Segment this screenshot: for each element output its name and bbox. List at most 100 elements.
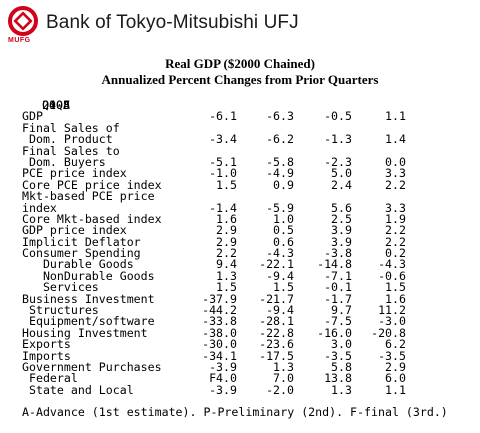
cell-value: -9.4 bbox=[266, 268, 294, 283]
table-row: Dom. Product -3.4 -6.2 -1.3 1.4 bbox=[22, 132, 478, 147]
row-label: Imports bbox=[22, 348, 71, 363]
cell-value: -22.1 bbox=[259, 257, 294, 272]
row-label: Dom. Product bbox=[22, 132, 113, 147]
cell-value: -3.4 bbox=[209, 132, 237, 147]
cell-value: -22.8 bbox=[259, 325, 294, 340]
cell-value: 1.0 bbox=[273, 211, 294, 226]
cell-value: 0.9 bbox=[273, 177, 294, 192]
cell-value: 1.5 bbox=[273, 280, 294, 295]
cell-value: 7.0 bbox=[273, 371, 294, 386]
cell-value: 1.5 bbox=[385, 280, 406, 295]
cell-value: -6.2 bbox=[266, 132, 294, 147]
cell-value: -5.1 bbox=[209, 154, 237, 169]
cell-value: -1.7 bbox=[324, 291, 352, 306]
cell-value: -23.6 bbox=[259, 337, 294, 352]
table-row: PCE price index -1.0 -4.9 5.0 3.3 bbox=[22, 166, 478, 181]
cell-value: 2.2 bbox=[216, 246, 237, 261]
row-label: Mkt-based PCE price bbox=[22, 189, 155, 204]
cell-value: 1.6 bbox=[385, 291, 406, 306]
row-label: Structures bbox=[22, 303, 99, 318]
cell-value: 2.9 bbox=[216, 234, 237, 249]
row-label: PCE price index bbox=[22, 166, 127, 181]
cell-value: -16.0 bbox=[317, 325, 352, 340]
cell-value: -7.5 bbox=[324, 314, 352, 329]
table-row: Structures -44.2 -9.4 9.7 11.2 bbox=[22, 303, 478, 318]
cell-value: -14.8 bbox=[317, 257, 352, 272]
cell-value: -4.3 bbox=[266, 246, 294, 261]
cell-value: -5.9 bbox=[266, 200, 294, 215]
cell-value: 1.6 bbox=[216, 211, 237, 226]
cell-value: 3.9 bbox=[331, 223, 352, 238]
cell-value: 1.9 bbox=[385, 211, 406, 226]
cell-value: -17.5 bbox=[259, 348, 294, 363]
row-label: Business Investment bbox=[22, 291, 155, 306]
cell-value: -1.4 bbox=[209, 200, 237, 215]
gdp-table: Q1-A Q4-F Q3 2008 GDP -6.1 -6.3 -0.5 1.1 Fina… bbox=[22, 98, 478, 397]
cell-value: -4.3 bbox=[378, 257, 406, 272]
row-label: Durable Goods bbox=[22, 257, 134, 272]
cell-value: -5.8 bbox=[266, 154, 294, 169]
cell-value: 2.4 bbox=[331, 177, 352, 192]
row-label: Dom. Buyers bbox=[22, 154, 106, 169]
brand-header: Bank of Tokyo-Mitsubishi UFJ MUFG bbox=[4, 4, 474, 48]
cell-value: 1.1 bbox=[385, 382, 406, 397]
cell-value: -3.9 bbox=[209, 359, 237, 374]
cell-value: 0.6 bbox=[273, 234, 294, 249]
table-row: Imports -34.1 -17.5 -3.5 -3.5 bbox=[22, 348, 478, 363]
table-row: Core PCE price index 1.5 0.9 2.4 2.2 bbox=[22, 177, 478, 192]
cell-value: -3.9 bbox=[209, 382, 237, 397]
cell-value: F4.0 bbox=[209, 371, 237, 386]
cell-value: 1.1 bbox=[385, 109, 406, 124]
cell-value: 1.3 bbox=[216, 268, 237, 283]
row-label: Final Sales of bbox=[22, 120, 120, 135]
cell-value: 1.3 bbox=[273, 359, 294, 374]
cell-value: 5.6 bbox=[331, 200, 352, 215]
table-header-row: Q1-A Q4-F Q3 2008 bbox=[22, 98, 478, 112]
table-row: Equipment/software -33.8 -28.1 -7.5 -3.0 bbox=[22, 314, 478, 329]
cell-value: 2.2 bbox=[385, 223, 406, 238]
table-row: NonDurable Goods 1.3 -9.4 -7.1 -0.6 bbox=[22, 268, 478, 283]
table-body: GDP -6.1 -6.3 -0.5 1.1 Final Sales of Dom. Pr… bbox=[22, 109, 478, 397]
cell-value: -0.1 bbox=[324, 280, 352, 295]
row-label: GDP price index bbox=[22, 223, 127, 238]
table-row: index -1.4 -5.9 5.6 3.3 bbox=[22, 200, 478, 215]
row-label: NonDurable Goods bbox=[22, 268, 155, 283]
cell-value: 2.5 bbox=[331, 211, 352, 226]
cell-value: 9.7 bbox=[331, 303, 352, 318]
table-row: Consumer Spending 2.2 -4.3 -3.8 0.2 bbox=[22, 246, 478, 261]
column-header: 2008 bbox=[42, 98, 70, 112]
cell-value: 1.5 bbox=[216, 280, 237, 295]
cell-value: 6.2 bbox=[385, 337, 406, 352]
cell-value: 2.9 bbox=[385, 359, 406, 374]
cell-value: -3.5 bbox=[378, 348, 406, 363]
cell-value: 2.2 bbox=[385, 234, 406, 249]
cell-value: 11.2 bbox=[378, 303, 406, 318]
cell-value: -3.0 bbox=[378, 314, 406, 329]
cell-value: -30.0 bbox=[202, 337, 237, 352]
column-header: Q3 bbox=[56, 98, 70, 112]
cell-value: 2.2 bbox=[385, 177, 406, 192]
table-row: Government Purchases -3.9 1.3 5.8 2.9 bbox=[22, 359, 478, 374]
column-header: Q4-F bbox=[42, 98, 70, 112]
table-row: State and Local -3.9 -2.0 1.3 1.1 bbox=[22, 382, 478, 397]
row-label: Government Purchases bbox=[22, 359, 162, 374]
row-label: GDP bbox=[22, 109, 43, 124]
cell-value: -33.8 bbox=[202, 314, 237, 329]
row-label: Core PCE price index bbox=[22, 177, 162, 192]
cell-value: 9.4 bbox=[216, 257, 237, 272]
bank-name: Bank of Tokyo-Mitsubishi UFJ bbox=[46, 12, 299, 33]
table-row: Dom. Buyers -5.1 -5.8 -2.3 0.0 bbox=[22, 154, 478, 169]
table-row: Final Sales of bbox=[22, 120, 478, 135]
cell-value: -0.5 bbox=[324, 109, 352, 124]
table-row: Durable Goods 9.4 -22.1 -14.8 -4.3 bbox=[22, 257, 478, 272]
table-row: Implicit Deflator 2.9 0.6 3.9 2.2 bbox=[22, 234, 478, 249]
row-label: State and Local bbox=[22, 382, 134, 397]
cell-value: -21.7 bbox=[259, 291, 294, 306]
row-label: Federal bbox=[22, 371, 78, 386]
cell-value: -6.1 bbox=[209, 109, 237, 124]
cell-value: -28.1 bbox=[259, 314, 294, 329]
cell-value: 5.0 bbox=[331, 166, 352, 181]
logo-subtext: MUFG bbox=[8, 37, 31, 44]
column-header: Q1-A bbox=[42, 98, 70, 112]
cell-value: -37.9 bbox=[202, 291, 237, 306]
